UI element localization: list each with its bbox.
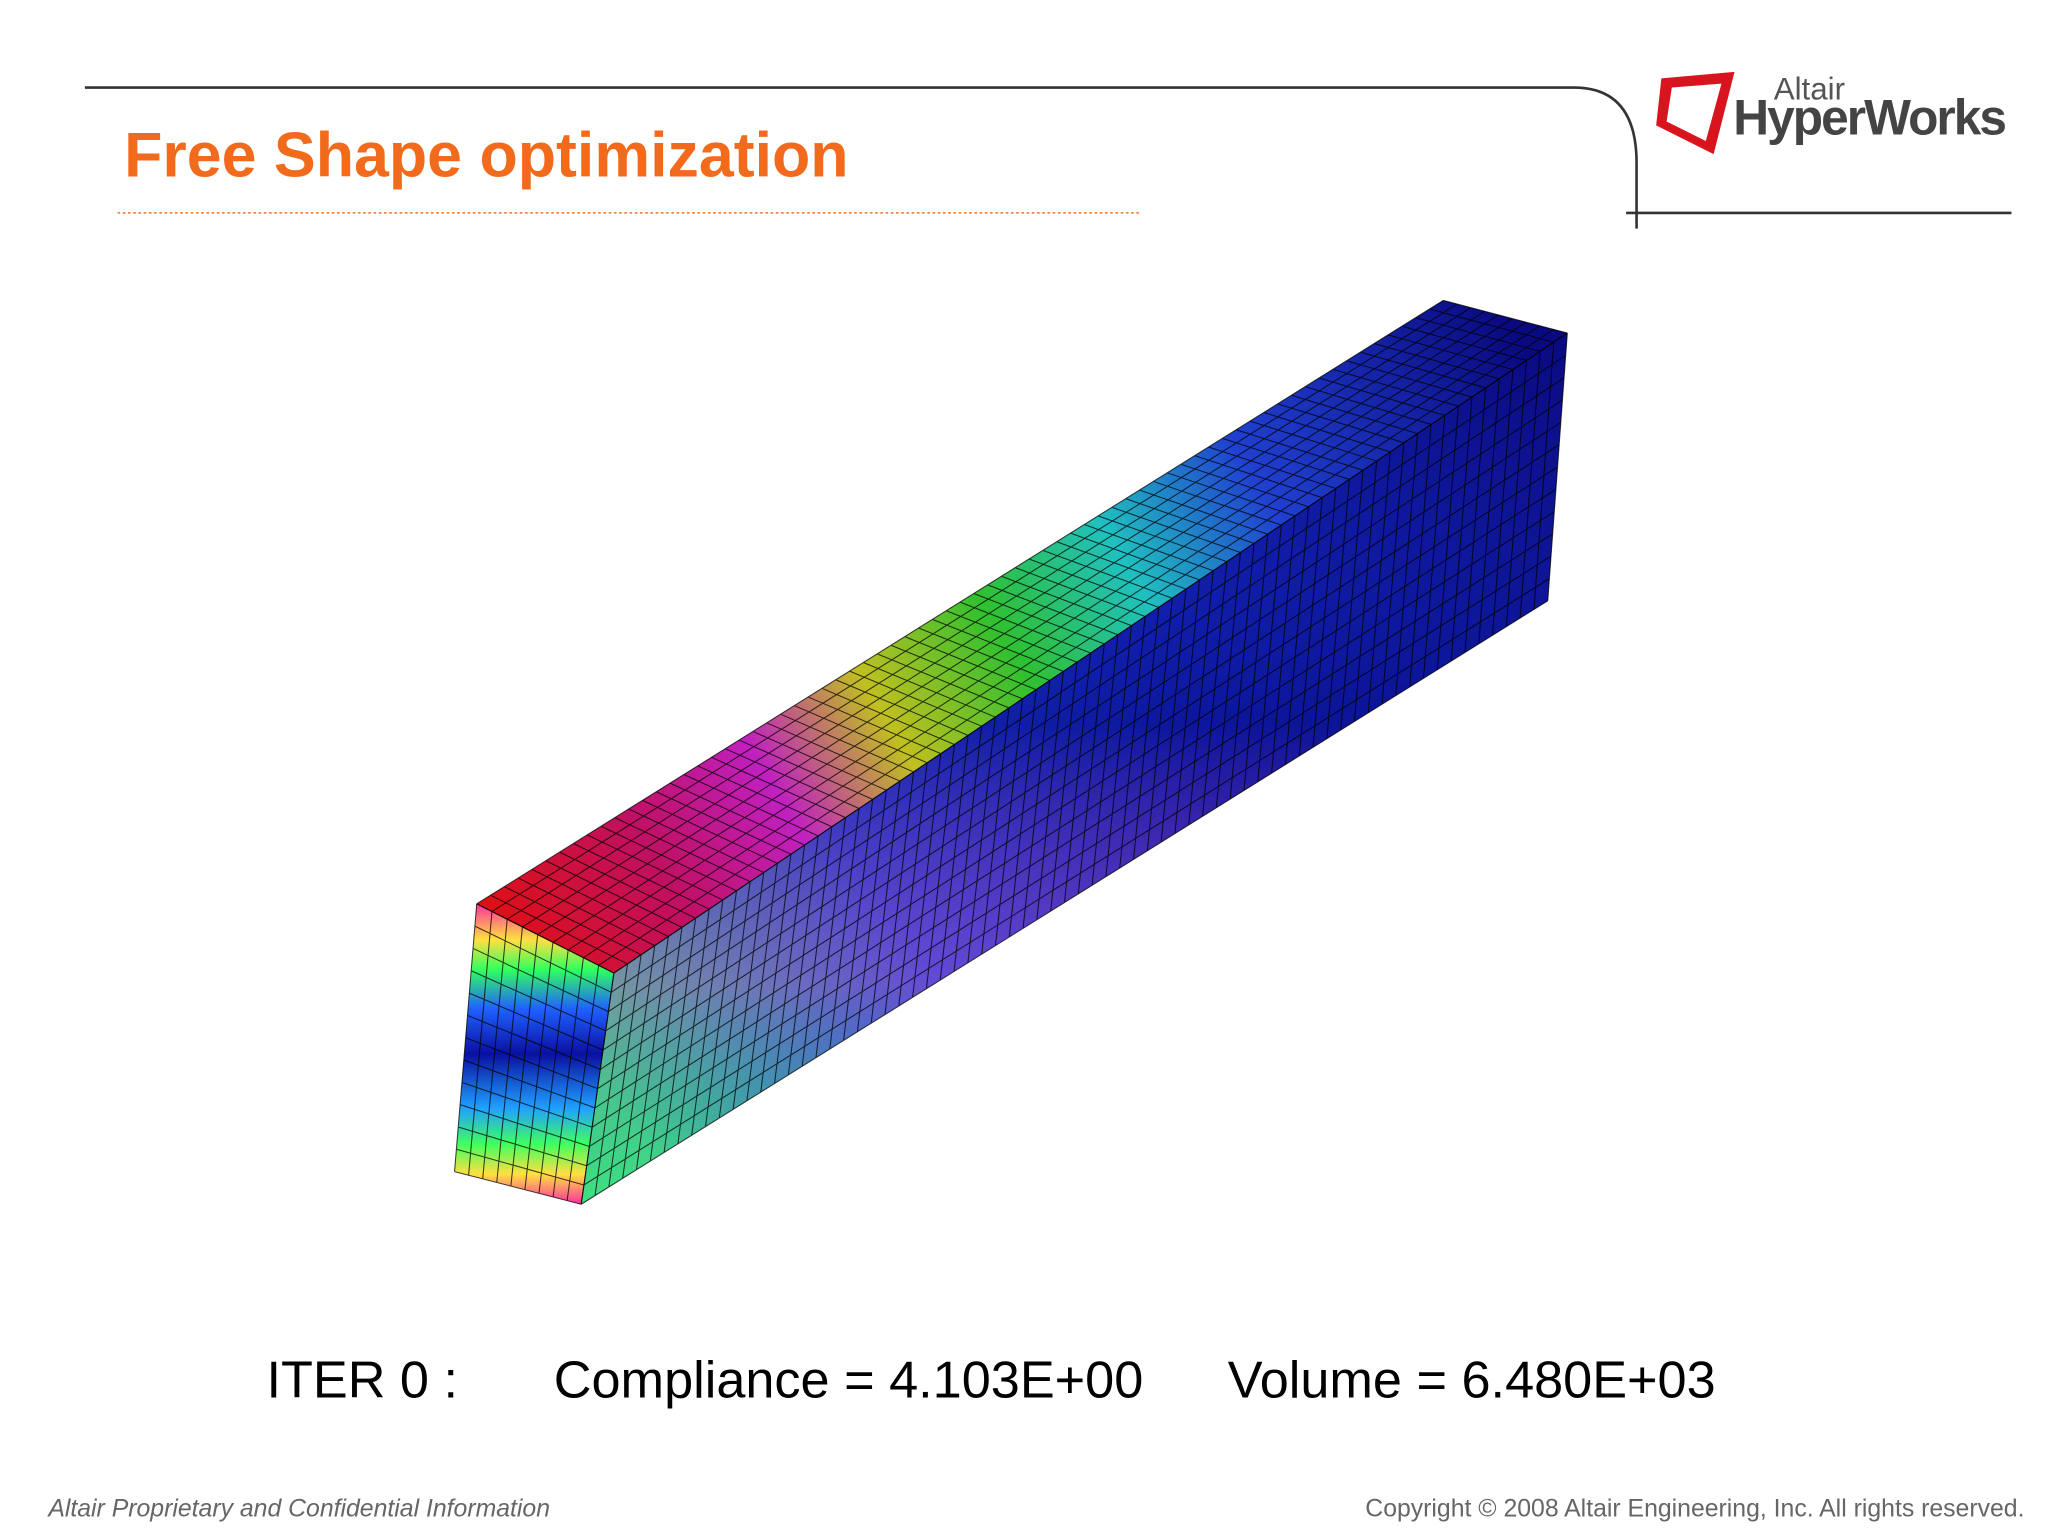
beam-side-band (581, 333, 1568, 1205)
logo-product: HyperWorks (1733, 90, 2005, 146)
footer-right: Copyright © 2008 Altair Engineering, Inc… (1365, 1495, 2024, 1522)
mesh-lines (454, 903, 615, 1205)
iteration: ITER 0 : (266, 1352, 458, 1410)
logo-icon (1656, 71, 1735, 155)
slide-title: Free Shape optimization (124, 120, 849, 190)
logo-brand: Altair (1774, 71, 1845, 106)
header-rule (84, 86, 1638, 229)
volume: Volume = 6.480E+03 (1228, 1352, 1716, 1410)
beam-model (454, 299, 1568, 1205)
beam-end (454, 903, 614, 1205)
compliance: Compliance = 4.103E+00 (554, 1352, 1144, 1410)
footer-left: Altair Proprietary and Confidential Info… (46, 1495, 550, 1522)
